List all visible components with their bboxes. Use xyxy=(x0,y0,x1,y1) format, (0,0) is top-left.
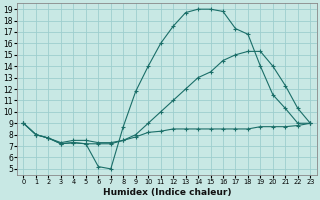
X-axis label: Humidex (Indice chaleur): Humidex (Indice chaleur) xyxy=(103,188,231,197)
